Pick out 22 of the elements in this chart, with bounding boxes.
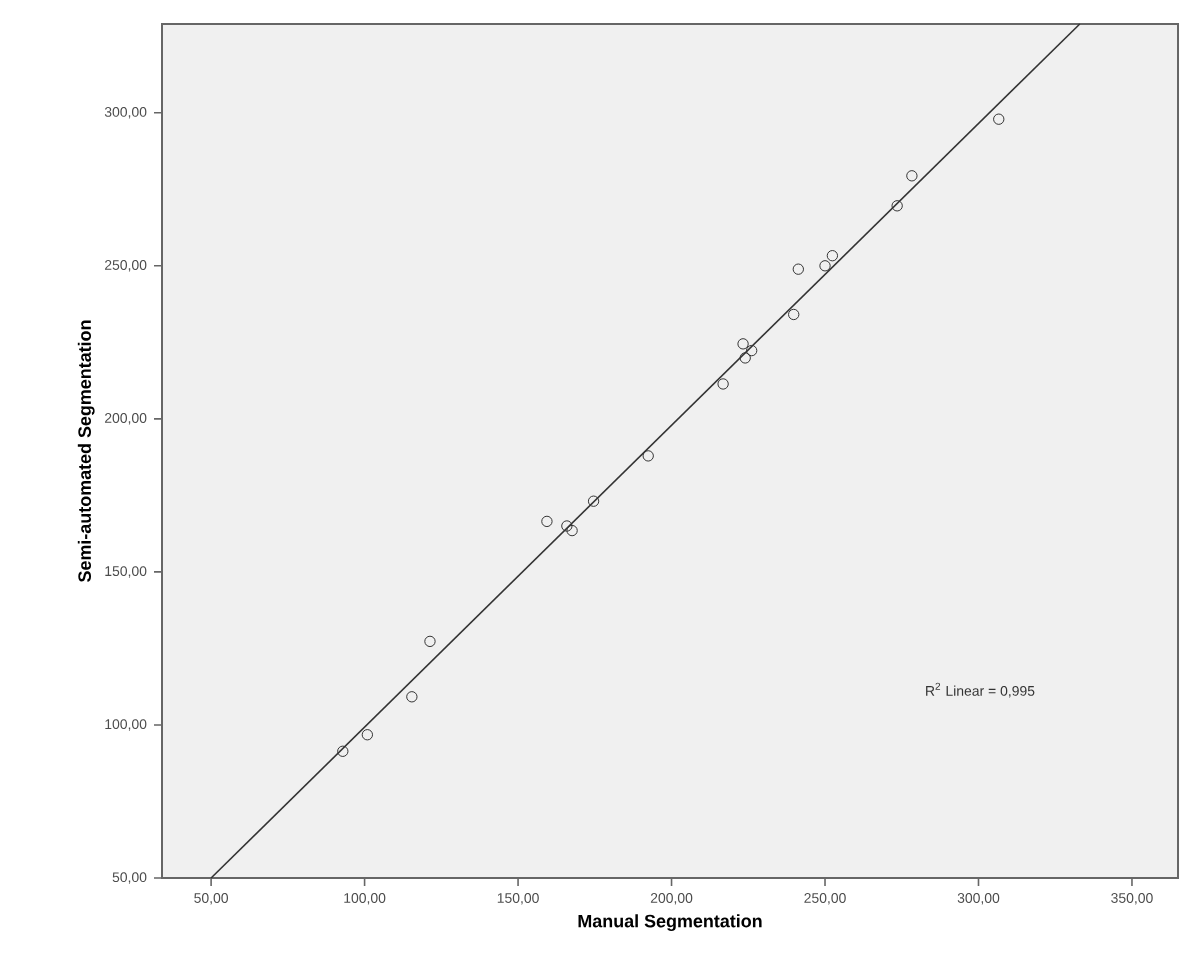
y-axis-title: Semi-automated Segmentation: [77, 320, 95, 582]
point: [561, 520, 573, 532]
point: [745, 344, 758, 357]
point: [993, 113, 1005, 125]
point: [361, 729, 374, 741]
point: [566, 524, 578, 537]
point: [587, 495, 600, 507]
point: [406, 691, 418, 703]
point: [737, 338, 749, 350]
point: [792, 263, 804, 275]
point: [424, 635, 436, 648]
point: [541, 515, 553, 528]
point: [642, 450, 654, 462]
point: [819, 260, 831, 272]
point: [906, 170, 918, 182]
point: [739, 352, 751, 364]
point: [717, 378, 729, 390]
point: [891, 200, 903, 212]
point: [826, 250, 839, 262]
x-axis-title: Manual Segmentation: [578, 914, 762, 932]
point: [788, 308, 800, 321]
point: [337, 745, 349, 757]
